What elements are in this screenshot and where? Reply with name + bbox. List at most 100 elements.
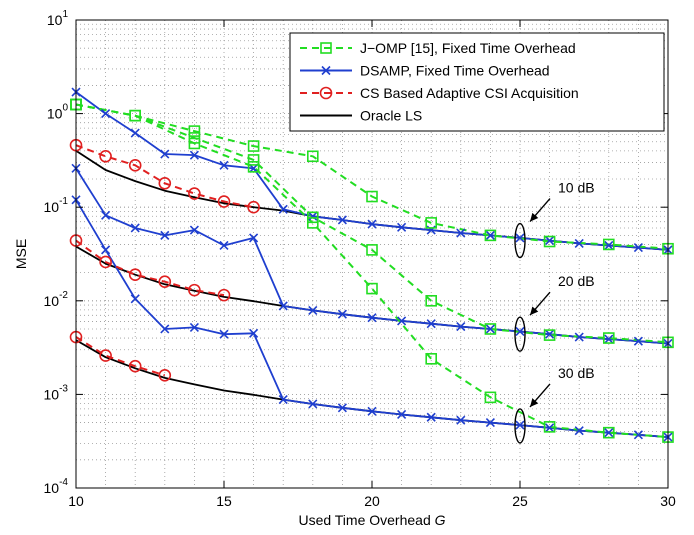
x-marker xyxy=(574,238,584,249)
x-axis-title-text: Used Time Overhead xyxy=(298,512,430,528)
x-marker xyxy=(456,322,466,332)
x-marker xyxy=(633,336,643,346)
y-tick-exponent: 1 xyxy=(62,9,68,20)
x-marker xyxy=(485,324,495,334)
square-marker xyxy=(129,109,141,122)
x-marker xyxy=(367,406,377,416)
square-marker xyxy=(484,391,497,404)
y-tick-base: 10 xyxy=(44,480,60,496)
x-marker xyxy=(574,332,584,342)
square-marker xyxy=(188,137,201,150)
snr-ellipse xyxy=(514,316,526,352)
x-marker xyxy=(321,65,331,76)
x-marker xyxy=(101,245,111,255)
circle-marker xyxy=(128,268,142,282)
x-marker xyxy=(604,240,614,251)
x-marker xyxy=(130,128,140,138)
annotation-arrowhead xyxy=(530,212,539,222)
snr-label: 30 dB xyxy=(558,365,595,381)
y-tick-base: 10 xyxy=(44,386,60,402)
x-marker xyxy=(189,150,199,160)
y-tick-label: 10-4 xyxy=(44,477,69,496)
x-tick-label: 15 xyxy=(216,493,232,509)
square-marker xyxy=(425,294,438,307)
square-marker xyxy=(484,229,497,242)
circle-marker xyxy=(128,359,142,373)
square-marker xyxy=(247,154,260,166)
circle-marker xyxy=(158,368,172,382)
x-marker xyxy=(485,418,495,428)
snr-label: 10 dB xyxy=(558,180,595,196)
series-line-j-omp-10-db xyxy=(75,103,669,250)
series-line-cs-adaptive-30-db xyxy=(75,336,166,377)
x-marker xyxy=(160,230,170,240)
x-axis-variable: G xyxy=(435,512,446,528)
x-marker xyxy=(426,412,436,422)
x-marker xyxy=(456,228,466,238)
y-tick-label: 10-3 xyxy=(44,383,69,402)
circle-marker xyxy=(217,195,231,208)
y-tick-label: 10-1 xyxy=(44,196,69,215)
square-marker xyxy=(366,244,378,256)
markers-group xyxy=(69,87,674,443)
x-marker xyxy=(337,403,347,413)
x-marker xyxy=(101,210,111,220)
square-marker xyxy=(543,329,556,341)
x-tick-label: 10 xyxy=(68,493,84,509)
square-marker xyxy=(602,426,615,439)
axis-ticks xyxy=(75,19,669,489)
square-marker xyxy=(425,217,438,229)
square-marker xyxy=(602,332,615,344)
x-marker xyxy=(397,316,407,326)
annotation-arrowhead xyxy=(530,398,539,407)
x-marker xyxy=(574,426,584,436)
snr-ellipse xyxy=(514,222,526,259)
x-marker xyxy=(219,329,229,339)
y-tick-label: 101 xyxy=(47,9,69,28)
square-marker xyxy=(306,217,319,229)
x-marker xyxy=(515,420,525,430)
legend-label: Oracle LS xyxy=(360,108,422,124)
x-axis-title: Used Time Overhead G xyxy=(298,512,445,528)
x-marker xyxy=(337,215,347,225)
square-marker xyxy=(366,190,378,203)
x-marker xyxy=(160,149,170,159)
x-marker xyxy=(308,399,318,409)
x-marker xyxy=(367,313,377,323)
x-marker xyxy=(278,204,288,214)
y-tick-label: 100 xyxy=(47,103,69,122)
snr-label: 20 dB xyxy=(558,273,595,289)
x-marker xyxy=(130,223,140,233)
y-tick-exponent: -3 xyxy=(59,383,68,394)
legend: J−OMP [15], Fixed Time Overhead DSAMP, Fi… xyxy=(289,32,665,132)
x-marker xyxy=(633,243,643,253)
y-tick-base: 10 xyxy=(47,12,63,28)
circle-marker xyxy=(158,177,172,190)
x-marker xyxy=(189,225,199,235)
x-marker xyxy=(604,428,614,438)
circle-marker xyxy=(99,349,112,362)
legend-label: DSAMP, Fixed Time Overhead xyxy=(360,63,550,79)
x-marker xyxy=(367,219,377,229)
legend-box xyxy=(289,32,665,132)
square-marker xyxy=(484,323,497,335)
y-axis-title: MSE xyxy=(13,239,29,269)
square-marker xyxy=(320,42,332,54)
legend-label: CS Based Adaptive CSI Acquisition xyxy=(360,85,579,101)
x-marker xyxy=(278,395,288,405)
x-tick-label: 20 xyxy=(364,493,380,509)
x-marker xyxy=(515,326,525,337)
x-marker xyxy=(160,324,170,334)
circle-marker xyxy=(99,255,112,269)
square-marker xyxy=(543,235,556,248)
annotation-arrowhead xyxy=(530,306,539,316)
circle-marker xyxy=(247,200,260,214)
snr-ellipse xyxy=(514,408,526,444)
x-marker xyxy=(249,233,259,243)
x-tick-label: 25 xyxy=(512,493,528,509)
circle-marker xyxy=(188,187,201,200)
x-marker xyxy=(426,319,436,329)
x-marker xyxy=(633,430,643,440)
legend-label: J−OMP [15], Fixed Time Overhead xyxy=(360,40,576,56)
